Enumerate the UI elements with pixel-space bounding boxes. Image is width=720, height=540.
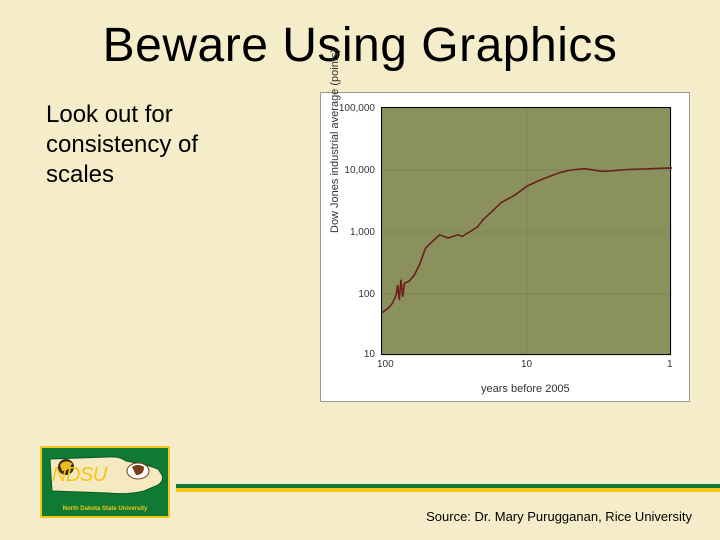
chart-x-axis-label: years before 2005: [481, 383, 570, 395]
chart-line-svg: [382, 108, 672, 356]
chart-ytick: 100: [325, 289, 375, 300]
chart-xtick: 100: [377, 359, 394, 370]
ndsu-logo: NDSU North Dakota State University: [40, 446, 170, 518]
chart-plot-area: [381, 107, 671, 355]
chart-panel: Dow Jones industrial average (points) ye…: [320, 92, 690, 402]
chart-ytick: 1,000: [325, 227, 375, 238]
source-line: Source: Dr. Mary Purugganan, Rice Univer…: [426, 509, 692, 524]
slide-subtitle: Look out for consistency of scales: [46, 100, 266, 190]
chart-y-axis-label: Dow Jones industrial average (points): [329, 49, 341, 233]
chart-ytick: 100,000: [325, 103, 375, 114]
chart-ytick: 10,000: [325, 165, 375, 176]
chart-xtick: 1: [667, 359, 673, 370]
ndsu-logo-acronym: NDSU: [52, 464, 107, 487]
chart-ytick: 10: [325, 349, 375, 360]
ndsu-logo-subtitle: North Dakota State University: [42, 506, 168, 512]
slide-title: Beware Using Graphics: [0, 0, 720, 73]
chart-xtick: 10: [521, 359, 532, 370]
